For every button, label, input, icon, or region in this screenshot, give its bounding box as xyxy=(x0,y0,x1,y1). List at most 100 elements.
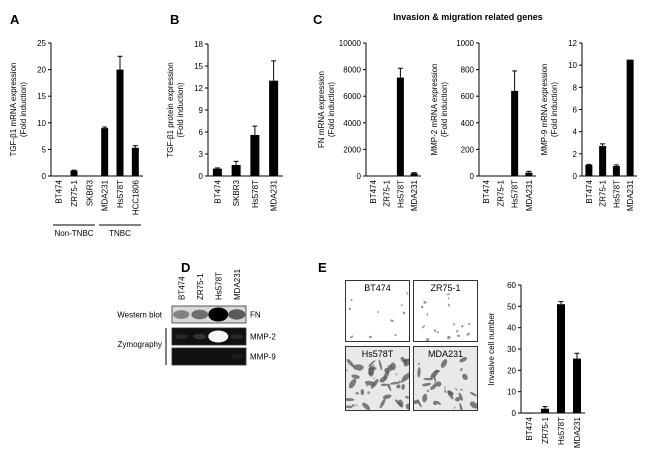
cell-mark xyxy=(459,368,463,372)
y-axis-label: MMP-2 mRNA expression xyxy=(430,63,439,155)
cell-mark xyxy=(469,401,477,409)
y-tick-label: 2 xyxy=(573,150,578,159)
micrograph-bt474: BT474 xyxy=(345,280,410,342)
y-tick-label: 10 xyxy=(507,388,516,397)
cell-mark xyxy=(433,400,438,406)
cell-mark xyxy=(378,359,383,371)
y-tick-label: 200 xyxy=(461,145,475,154)
cell-mark xyxy=(459,356,468,363)
cell-mark xyxy=(453,406,456,409)
cell-mark xyxy=(435,381,442,387)
cell-mark xyxy=(406,291,409,295)
zymography-label: Zymography xyxy=(118,340,162,349)
cell-mark xyxy=(368,365,375,377)
bar-hs578t xyxy=(612,166,620,176)
x-tick-label: Hs578T xyxy=(612,180,621,208)
cell-mark xyxy=(455,396,461,402)
cell-mark xyxy=(455,387,458,391)
cell-mark xyxy=(390,319,394,322)
cell-mark xyxy=(466,332,470,336)
bar-bt474 xyxy=(55,175,63,177)
x-tick-label: BT474 xyxy=(213,179,222,203)
cell-mark xyxy=(348,307,352,311)
y-tick-label: 6000 xyxy=(343,92,361,101)
blot-band xyxy=(212,354,225,359)
panel-letter-c: C xyxy=(313,12,323,27)
cell-mark xyxy=(350,335,354,339)
y-tick-label: 0 xyxy=(42,172,47,181)
cell-mark xyxy=(368,360,376,367)
cell-mark xyxy=(396,384,401,389)
bar-zr75-1 xyxy=(383,175,391,177)
y-tick-label: 20 xyxy=(507,366,516,375)
cell-mark xyxy=(461,325,464,328)
y-tick-label: 3 xyxy=(199,150,204,159)
blot-band xyxy=(174,334,188,339)
panel-letter-d: D xyxy=(181,260,190,275)
x-tick-label: MDA231 xyxy=(101,179,110,211)
cell-mark xyxy=(401,372,409,382)
bar-hs578t xyxy=(511,90,519,176)
y-tick-label: 40 xyxy=(507,324,516,333)
x-tick-label: Hs578T xyxy=(511,180,520,208)
cell-mark xyxy=(403,358,409,367)
bar-mda231 xyxy=(573,358,581,413)
y-tick-label: 0 xyxy=(470,172,475,181)
y-axis-label: Invasive cell number xyxy=(487,312,496,385)
cell-mark xyxy=(394,333,397,337)
x-tick-label: ZR75-1 xyxy=(70,179,79,206)
y-axis-label: (Fold induction) xyxy=(440,82,449,137)
cell-mark xyxy=(377,311,380,314)
cell-mark xyxy=(347,359,351,363)
chart-c1: 0 2000 4000 6000 8000 10000 FN mRNA expression… xyxy=(317,39,421,211)
cell-mark xyxy=(398,380,401,384)
y-tick-label: 10 xyxy=(37,119,46,128)
y-axis-label: FN mRNA expression xyxy=(317,71,326,148)
cell-mark xyxy=(453,322,455,326)
panel-letter-b: B xyxy=(170,12,179,27)
cell-mark xyxy=(355,404,358,406)
x-tick-label: SKBR3 xyxy=(232,179,241,206)
cell-mark xyxy=(460,388,463,391)
cell-mark xyxy=(459,402,463,410)
y-tick-label: 5 xyxy=(42,145,47,154)
y-tick-label: 15 xyxy=(194,62,203,71)
cell-mark xyxy=(400,380,404,383)
bar-hs578t xyxy=(557,304,565,413)
y-axis-label: MMP-9 mRNA expression xyxy=(540,63,549,155)
bar-hs578t xyxy=(250,134,260,176)
x-tick-label: Hs578T xyxy=(557,417,566,445)
western-blot-label: Western blot xyxy=(117,311,163,320)
bar-zr75-1 xyxy=(496,175,504,177)
chart-b: 0 3 6 9 12 15 18 TGF-β1 protein expression (Fold… xyxy=(166,40,283,211)
x-tick-label: BT474 xyxy=(369,179,378,203)
blot-band-label: MMP-9 xyxy=(250,353,276,362)
cell-mark xyxy=(350,298,353,302)
blot-row-mmp-2: MMP-2 xyxy=(171,327,276,346)
cell-mark xyxy=(414,400,419,404)
cell-mark xyxy=(423,377,433,381)
y-tick-label: 60 xyxy=(507,281,516,290)
cell-mark xyxy=(384,367,390,374)
cell-mark xyxy=(444,386,446,389)
cell-mark xyxy=(346,405,353,409)
y-tick-label: 10 xyxy=(568,61,577,70)
blot-row-mmp-9: MMP-9 xyxy=(171,347,276,366)
chart-c3: 0 2 4 6 8 10 12 MMP-9 mRNA expression (Fold indu… xyxy=(540,39,637,211)
blot-band xyxy=(208,307,229,322)
y-tick-label: 10000 xyxy=(339,39,362,48)
y-tick-label: 800 xyxy=(461,66,475,75)
micrograph-label: ZR75-1 xyxy=(430,283,461,293)
cell-mark xyxy=(353,364,364,371)
cell-mark xyxy=(462,373,468,381)
cell-mark xyxy=(379,398,386,409)
micrograph-cells xyxy=(414,356,477,410)
x-tick-label: MDA231 xyxy=(410,179,419,211)
blot-band xyxy=(175,354,188,359)
y-axis-label: TGF-β1 mRNA expression xyxy=(9,63,18,157)
cell-mark xyxy=(370,379,379,389)
bar-skbr3 xyxy=(85,175,93,177)
y-axis-label: (Fold induction) xyxy=(19,82,28,137)
bar-mda231 xyxy=(410,173,418,176)
cell-mark xyxy=(468,323,471,326)
